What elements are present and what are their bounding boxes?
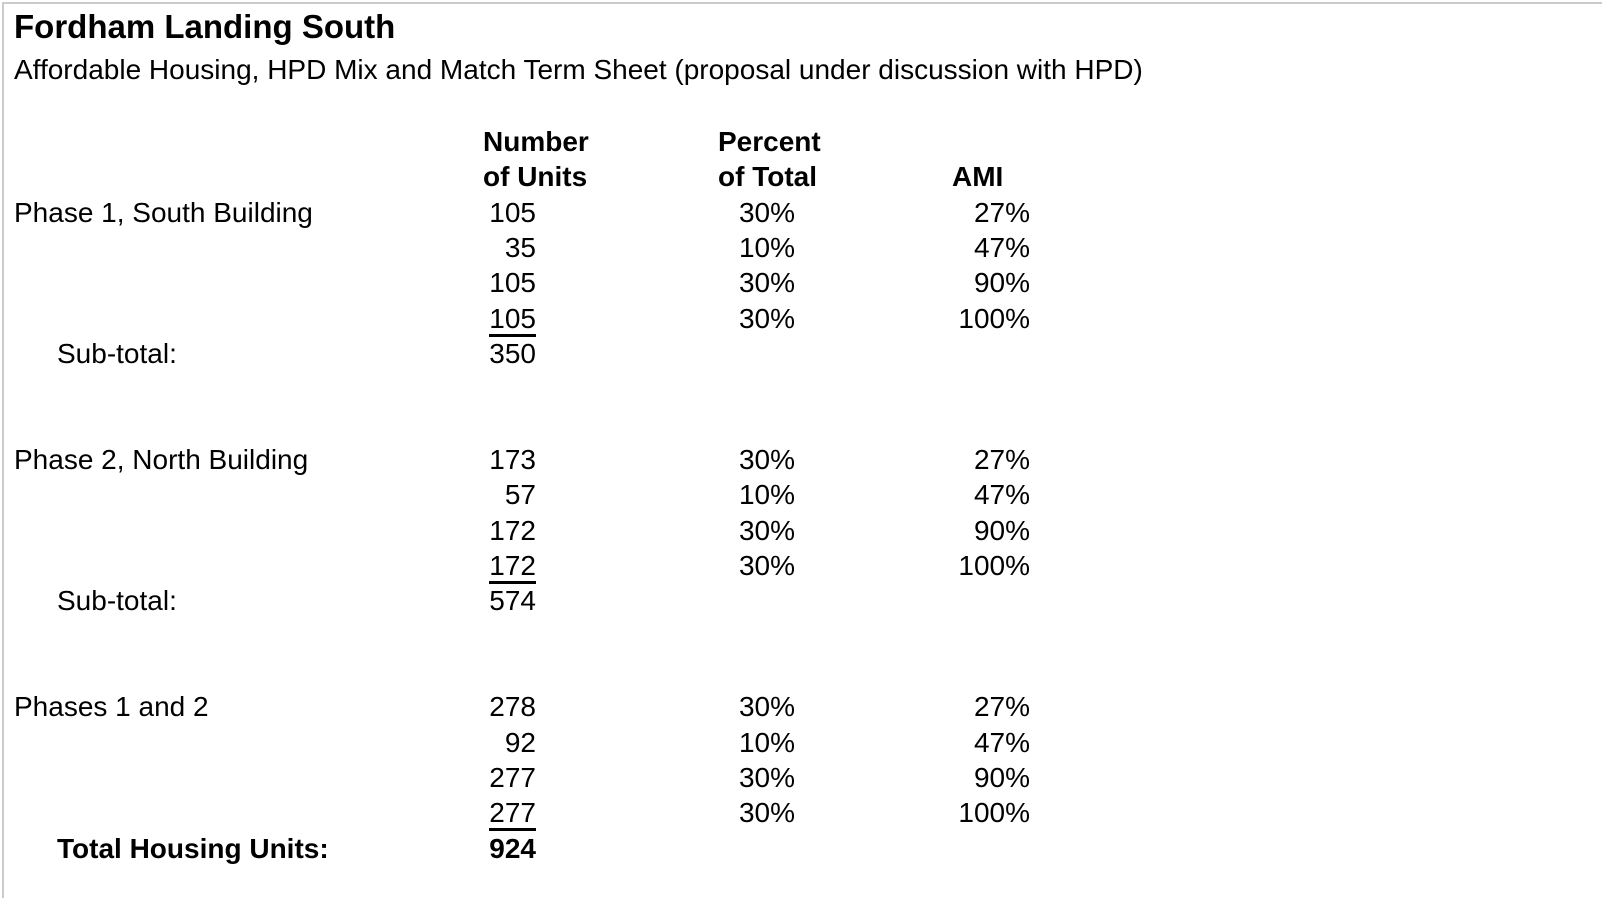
ami-cell: 47% — [973, 479, 1030, 511]
table-row: 105 30% 100% — [0, 301, 1602, 337]
percent-cell: 10% — [738, 231, 795, 263]
spacer-row — [0, 371, 1602, 442]
percent-cell: 30% — [738, 302, 795, 334]
ami-cell: 90% — [973, 761, 1030, 793]
ami-cell — [797, 336, 1032, 371]
table-row: 92 10% 47% — [0, 725, 1602, 760]
ami-cell: 47% — [973, 231, 1030, 263]
ami-cell: 27% — [973, 691, 1030, 723]
subtotal-label: Sub-total: — [57, 585, 177, 617]
ami-cell: 100% — [958, 797, 1030, 829]
units-cell-underlined: 172 — [470, 548, 542, 584]
subtotal-label: Sub-total: — [57, 337, 177, 369]
row-label — [0, 477, 470, 512]
col-header-percent-line1: Percent — [718, 126, 821, 157]
row-label — [0, 760, 470, 795]
page-title: Fordham Landing South — [14, 8, 396, 45]
subtotal-row: Sub-total: 574 — [0, 583, 1602, 618]
units-cell: 173 — [489, 443, 536, 475]
units-cell: 105 — [489, 267, 536, 299]
grand-total-label: Total Housing Units: — [57, 832, 329, 864]
percent-cell: 30% — [738, 196, 795, 228]
row-label — [0, 725, 470, 760]
units-cell: 92 — [504, 726, 536, 758]
col-header-number-line1: Number — [483, 126, 589, 157]
ami-cell: 27% — [973, 196, 1030, 228]
percent-cell: 10% — [738, 726, 795, 758]
units-cell-underlined: 277 — [470, 795, 542, 832]
percent-cell: 30% — [738, 443, 795, 475]
units-cell: 35 — [504, 231, 536, 263]
units-cell: 105 — [489, 196, 536, 228]
table-row: 277 30% 100% — [0, 795, 1602, 832]
col-header-ami: AMI — [952, 161, 1004, 193]
units-cell: 172 — [489, 514, 536, 546]
section-label: Phase 2, North Building — [14, 443, 309, 475]
ami-cell: 27% — [973, 443, 1030, 475]
percent-cell: 30% — [738, 691, 795, 723]
units-cell: 57 — [504, 479, 536, 511]
page-subtitle: Affordable Housing, HPD Mix and Match Te… — [14, 54, 1143, 85]
section-label: Phase 1, South Building — [14, 196, 313, 228]
percent-cell — [542, 831, 797, 866]
table-row: Phases 1 and 2 278 30% 27% — [0, 689, 1602, 724]
percent-cell: 30% — [738, 797, 795, 829]
ami-cell: 100% — [958, 549, 1030, 581]
percent-cell: 30% — [738, 549, 795, 581]
underlined-value: 277 — [489, 797, 536, 832]
table-row: Phase 1, South Building 105 30% 27% — [0, 195, 1602, 230]
col-header-percent-of-total: Percent of Total — [718, 124, 821, 195]
ami-cell: 90% — [973, 514, 1030, 546]
percent-cell: 30% — [738, 514, 795, 546]
subtotal-value: 574 — [489, 585, 536, 617]
percent-cell: 30% — [738, 267, 795, 299]
table-row: 105 30% 90% — [0, 265, 1602, 300]
underlined-value: 105 — [489, 303, 536, 337]
table-row: 57 10% 47% — [0, 477, 1602, 512]
ami-cell — [797, 583, 1032, 618]
row-label — [0, 513, 470, 548]
table-body: Phase 1, South Building 105 30% 27% 35 1… — [0, 195, 1602, 866]
table-row: 277 30% 90% — [0, 760, 1602, 795]
table-row: 172 30% 100% — [0, 548, 1602, 584]
col-header-number-line2: of Units — [483, 161, 588, 193]
row-label — [0, 301, 470, 337]
units-cell-underlined: 105 — [470, 301, 542, 337]
row-label — [0, 795, 470, 831]
grand-total-value: 924 — [489, 832, 536, 864]
col-header-percent-line2: of Total — [718, 161, 818, 193]
ami-cell: 100% — [958, 302, 1030, 334]
underlined-value: 172 — [489, 550, 536, 584]
row-label — [0, 548, 470, 584]
subtotal-row: Sub-total: 350 — [0, 336, 1602, 371]
row-label — [0, 265, 470, 300]
section-label: Phases 1 and 2 — [14, 691, 209, 723]
ami-cell — [797, 831, 1032, 866]
units-cell: 277 — [489, 761, 536, 793]
percent-cell — [542, 583, 797, 618]
ami-cell: 90% — [973, 267, 1030, 299]
table-row: 35 10% 47% — [0, 230, 1602, 265]
percent-cell: 30% — [738, 761, 795, 793]
percent-cell — [542, 336, 797, 371]
row-label — [0, 230, 470, 265]
grand-total-row: Total Housing Units: 924 — [0, 831, 1602, 866]
table-row: Phase 2, North Building 173 30% 27% — [0, 442, 1602, 477]
spacer-row — [0, 619, 1602, 690]
subtotal-value: 350 — [489, 337, 536, 369]
units-cell: 278 — [489, 691, 536, 723]
percent-cell: 10% — [738, 479, 795, 511]
ami-cell: 47% — [973, 726, 1030, 758]
table-row: 172 30% 90% — [0, 513, 1602, 548]
col-header-number-of-units: Number of Units — [483, 124, 589, 195]
